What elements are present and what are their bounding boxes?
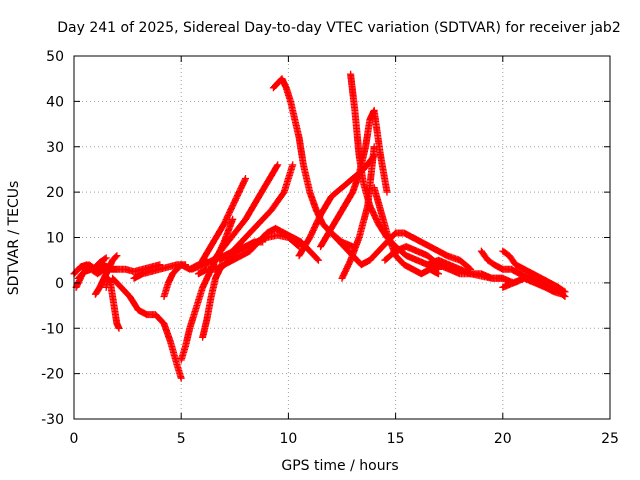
x-tick-label: 5 bbox=[177, 431, 186, 447]
data-point-markers bbox=[209, 161, 282, 264]
series-track-25 bbox=[477, 247, 567, 298]
y-tick-label: 10 bbox=[46, 231, 64, 247]
x-tick-label: 15 bbox=[387, 431, 405, 447]
chart-title: Day 241 of 2025, Sidereal Day-to-day VTE… bbox=[57, 20, 620, 36]
data-point-markers bbox=[370, 184, 442, 278]
series-track-13 bbox=[199, 175, 249, 264]
x-axis-label: GPS time / hours bbox=[281, 458, 398, 474]
data-point-markers bbox=[109, 274, 185, 382]
data-point-markers bbox=[317, 106, 391, 251]
series-track-5 bbox=[102, 274, 123, 332]
data-point-markers bbox=[216, 161, 297, 264]
y-tick-label: 40 bbox=[46, 94, 64, 110]
data-point-markers bbox=[323, 224, 475, 273]
y-tick-label: 0 bbox=[55, 276, 64, 292]
x-tick-label: 25 bbox=[601, 431, 619, 447]
series-track-6 bbox=[109, 274, 185, 382]
series-track-15 bbox=[216, 161, 297, 264]
y-tick-label: 20 bbox=[46, 185, 64, 201]
x-tick-label: 0 bbox=[70, 431, 79, 447]
axis-ticks: 0 5 10 15 20 25 -30 -20 -10 0 10 20 30 40 50 bbox=[41, 49, 619, 447]
data-point-markers bbox=[91, 252, 121, 298]
y-tick-label: -10 bbox=[41, 321, 64, 337]
data-points bbox=[70, 70, 569, 382]
series-track-21 bbox=[323, 224, 475, 273]
data-point-markers bbox=[102, 274, 123, 332]
data-point-markers bbox=[499, 274, 569, 296]
y-axis-label: SDTVAR / TECUs bbox=[6, 181, 22, 296]
y-tick-label: 30 bbox=[46, 140, 64, 156]
x-tick-label: 20 bbox=[494, 431, 512, 447]
series-track-4 bbox=[91, 252, 121, 298]
y-tick-label: -30 bbox=[41, 412, 64, 428]
series-track-14 bbox=[209, 161, 282, 264]
data-point-markers bbox=[199, 175, 249, 264]
data-point-markers bbox=[477, 247, 567, 298]
y-tick-label: 50 bbox=[46, 49, 64, 65]
series-track-18 bbox=[317, 106, 391, 251]
series-track-22 bbox=[370, 184, 442, 278]
series-track-27 bbox=[499, 274, 569, 296]
y-tick-label: -20 bbox=[41, 367, 64, 383]
grid-lines bbox=[74, 56, 610, 419]
x-tick-label: 10 bbox=[279, 431, 297, 447]
